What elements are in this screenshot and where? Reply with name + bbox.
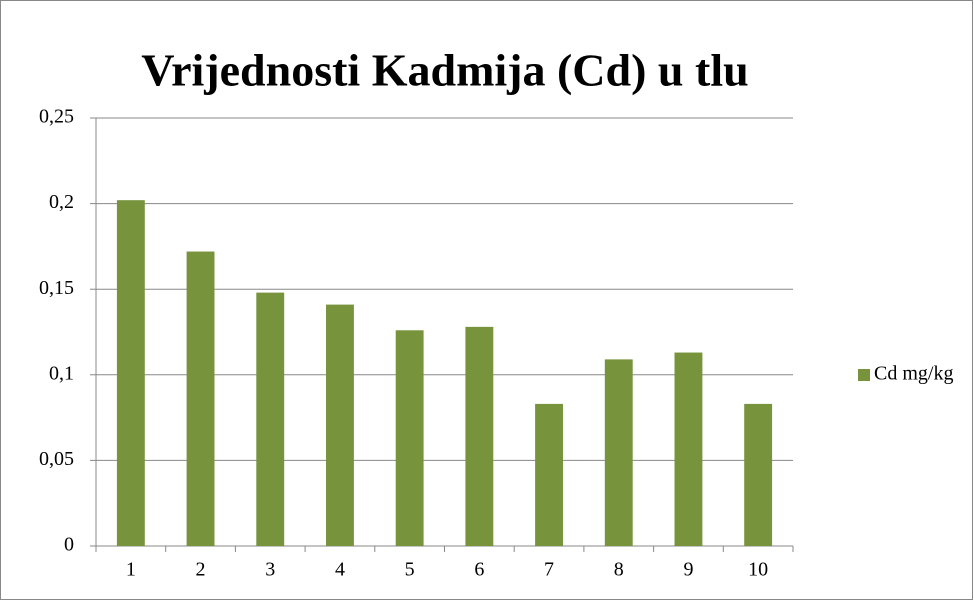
bar <box>326 304 354 546</box>
x-tick-label: 1 <box>126 559 136 581</box>
y-tick-label: 0,25 <box>39 106 74 128</box>
y-tick-label: 0,15 <box>39 277 74 299</box>
bar <box>186 251 215 546</box>
bar <box>535 403 563 546</box>
legend-swatch <box>858 369 870 381</box>
x-tick-label: 6 <box>474 559 484 581</box>
bar <box>116 200 145 546</box>
x-tick-label: 10 <box>748 559 768 581</box>
bar <box>395 330 424 546</box>
x-tick-label: 8 <box>614 559 624 581</box>
x-tick-label: 3 <box>265 559 275 581</box>
bar <box>256 292 285 546</box>
y-tick-label: 0,05 <box>39 448 74 470</box>
y-tick-label: 0 <box>64 534 74 556</box>
x-tick-label: 4 <box>335 559 345 581</box>
chart-title: Vrijednosti Kadmija (Cd) u tlu <box>141 45 748 96</box>
x-tick-label: 9 <box>683 559 693 581</box>
x-tick-label: 2 <box>196 559 206 581</box>
bar <box>604 359 633 546</box>
bar <box>465 326 494 546</box>
x-tick-label: 5 <box>405 559 415 581</box>
bar <box>674 352 703 546</box>
x-tick-label: 7 <box>544 559 554 581</box>
y-tick-label: 0,1 <box>49 362 74 384</box>
legend-label: Cd mg/kg <box>874 363 953 385</box>
bar <box>744 403 773 546</box>
y-tick-label: 0,2 <box>49 191 74 213</box>
